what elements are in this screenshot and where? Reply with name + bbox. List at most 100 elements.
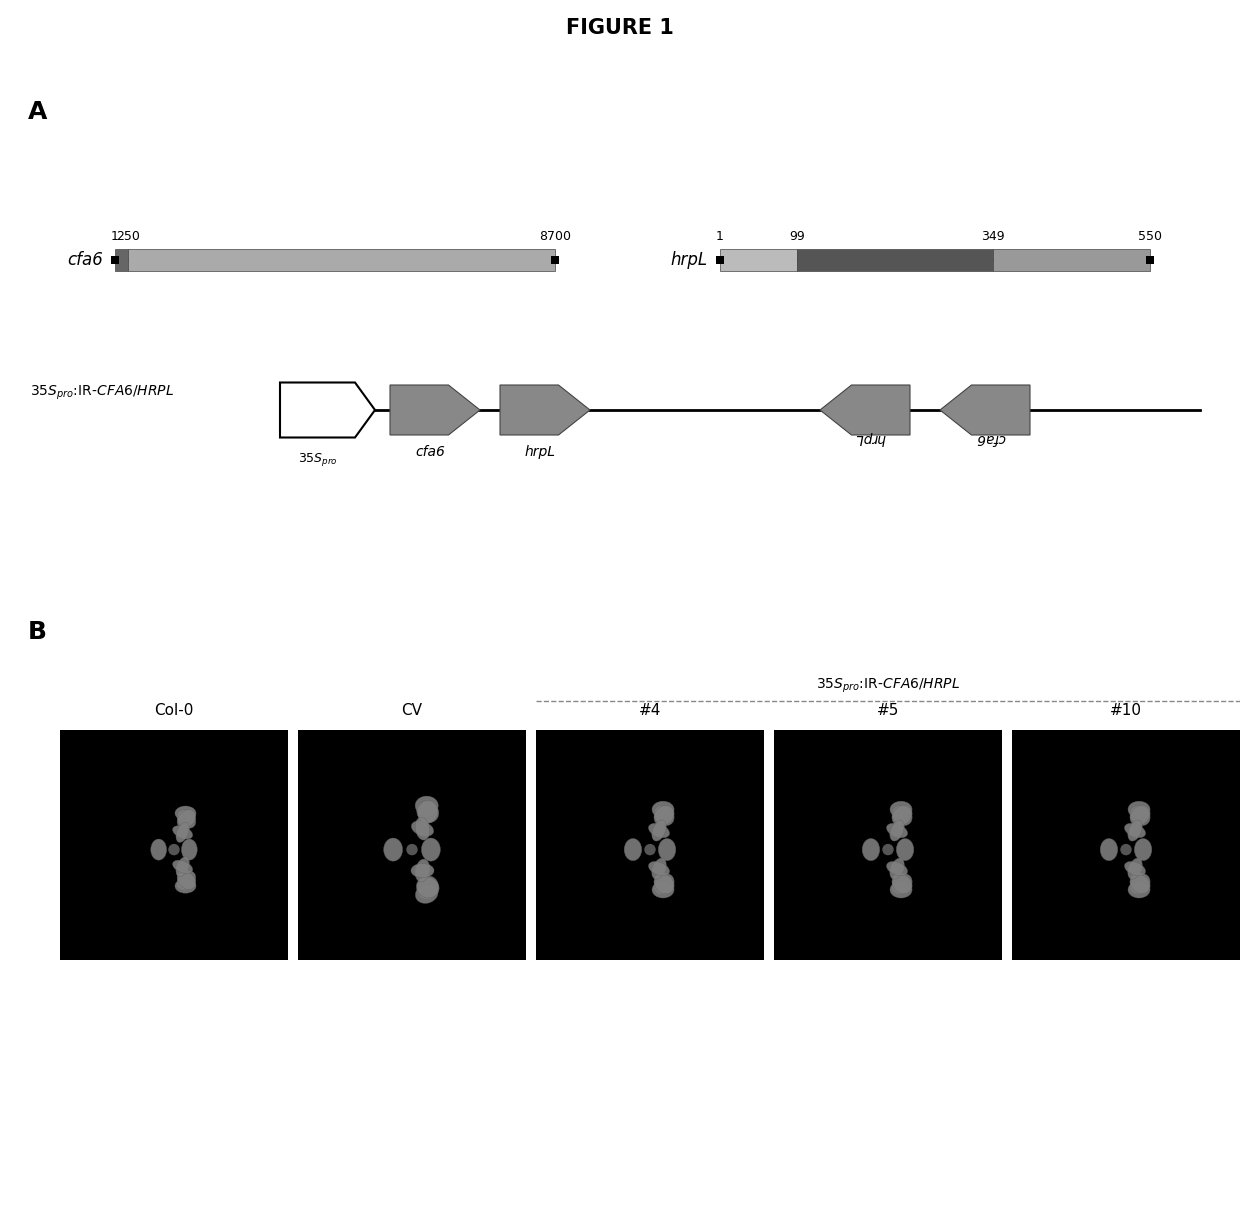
Ellipse shape [415, 817, 430, 840]
Ellipse shape [176, 823, 190, 842]
Circle shape [1120, 844, 1132, 855]
Polygon shape [940, 386, 1030, 435]
Ellipse shape [412, 820, 434, 836]
Ellipse shape [415, 860, 430, 882]
Ellipse shape [418, 801, 438, 823]
Ellipse shape [415, 884, 438, 904]
Text: $35S_{pro}$:IR-$\mathit{CFA6/HRPL}$: $35S_{pro}$:IR-$\mathit{CFA6/HRPL}$ [816, 677, 960, 695]
Ellipse shape [890, 801, 913, 818]
Ellipse shape [892, 806, 913, 825]
Ellipse shape [1130, 806, 1151, 825]
Ellipse shape [383, 837, 403, 861]
Ellipse shape [177, 871, 196, 889]
Bar [115, 249, 128, 271]
Ellipse shape [887, 823, 908, 837]
Ellipse shape [653, 873, 675, 894]
Ellipse shape [1130, 806, 1151, 825]
Ellipse shape [1125, 862, 1146, 876]
Bar [720, 249, 797, 271]
Circle shape [407, 844, 418, 855]
Ellipse shape [417, 876, 438, 899]
Circle shape [645, 844, 656, 855]
Bar [112, 255, 119, 264]
Text: Col-0: Col-0 [154, 702, 193, 718]
Circle shape [883, 844, 894, 855]
Ellipse shape [177, 871, 196, 889]
Ellipse shape [1128, 882, 1149, 898]
Ellipse shape [890, 882, 913, 898]
Text: B: B [29, 620, 47, 643]
Bar [797, 249, 993, 271]
Text: $35S_{pro}$: $35S_{pro}$ [298, 452, 337, 469]
Text: 1: 1 [715, 230, 724, 243]
Ellipse shape [624, 839, 641, 861]
Circle shape [169, 844, 180, 855]
Text: 550: 550 [1138, 230, 1162, 243]
Polygon shape [500, 386, 590, 435]
Ellipse shape [652, 820, 666, 841]
Ellipse shape [892, 873, 913, 894]
Ellipse shape [417, 877, 439, 898]
Text: CV: CV [402, 702, 423, 718]
Ellipse shape [862, 839, 879, 861]
Polygon shape [391, 386, 480, 435]
Bar [536, 729, 764, 960]
Ellipse shape [1125, 823, 1146, 837]
Ellipse shape [652, 882, 675, 898]
Ellipse shape [890, 858, 904, 879]
Ellipse shape [422, 837, 440, 861]
Ellipse shape [649, 823, 670, 837]
Ellipse shape [653, 806, 675, 825]
Text: A: A [29, 99, 47, 124]
Text: 250: 250 [115, 230, 140, 243]
Ellipse shape [1128, 801, 1149, 818]
Ellipse shape [177, 809, 196, 828]
Ellipse shape [1130, 873, 1151, 894]
Ellipse shape [410, 863, 434, 878]
Bar [551, 255, 559, 264]
Bar [298, 729, 526, 960]
Ellipse shape [1100, 839, 1117, 861]
Ellipse shape [653, 806, 675, 825]
Bar [715, 255, 724, 264]
Ellipse shape [1135, 839, 1152, 861]
Text: FIGURE 1: FIGURE 1 [567, 18, 673, 38]
Text: cfa6: cfa6 [975, 431, 1004, 445]
Bar [128, 249, 556, 271]
Text: #10: #10 [1110, 702, 1142, 718]
Polygon shape [280, 382, 374, 437]
Text: hrpL: hrpL [854, 431, 885, 445]
Bar [60, 729, 288, 960]
Text: #5: #5 [877, 702, 899, 718]
Ellipse shape [1128, 858, 1142, 879]
Text: 1: 1 [112, 230, 119, 243]
Text: $\mathit{35S_{pro}}$:IR-$\mathit{CFA6/HRPL}$: $\mathit{35S_{pro}}$:IR-$\mathit{CFA6/HR… [30, 383, 174, 402]
Text: 8700: 8700 [539, 230, 570, 243]
Polygon shape [820, 386, 910, 435]
Ellipse shape [1128, 820, 1142, 841]
Ellipse shape [181, 839, 197, 860]
Ellipse shape [172, 860, 192, 873]
Bar [1012, 729, 1240, 960]
Ellipse shape [415, 796, 438, 815]
Ellipse shape [151, 839, 166, 860]
Ellipse shape [892, 806, 913, 825]
Text: 99: 99 [790, 230, 805, 243]
Ellipse shape [887, 862, 908, 876]
Bar [993, 249, 1149, 271]
Ellipse shape [658, 839, 676, 861]
Ellipse shape [172, 825, 192, 839]
Ellipse shape [175, 806, 196, 820]
Text: hrpL: hrpL [525, 445, 556, 459]
Ellipse shape [177, 809, 196, 828]
Text: hrpL: hrpL [671, 251, 708, 269]
Ellipse shape [649, 862, 670, 876]
Ellipse shape [890, 820, 904, 841]
Bar [774, 729, 1002, 960]
Ellipse shape [653, 873, 675, 894]
Text: 349: 349 [981, 230, 1004, 243]
Ellipse shape [652, 858, 666, 879]
Text: #4: #4 [639, 702, 661, 718]
Ellipse shape [892, 873, 913, 894]
Text: cfa6: cfa6 [67, 251, 103, 269]
